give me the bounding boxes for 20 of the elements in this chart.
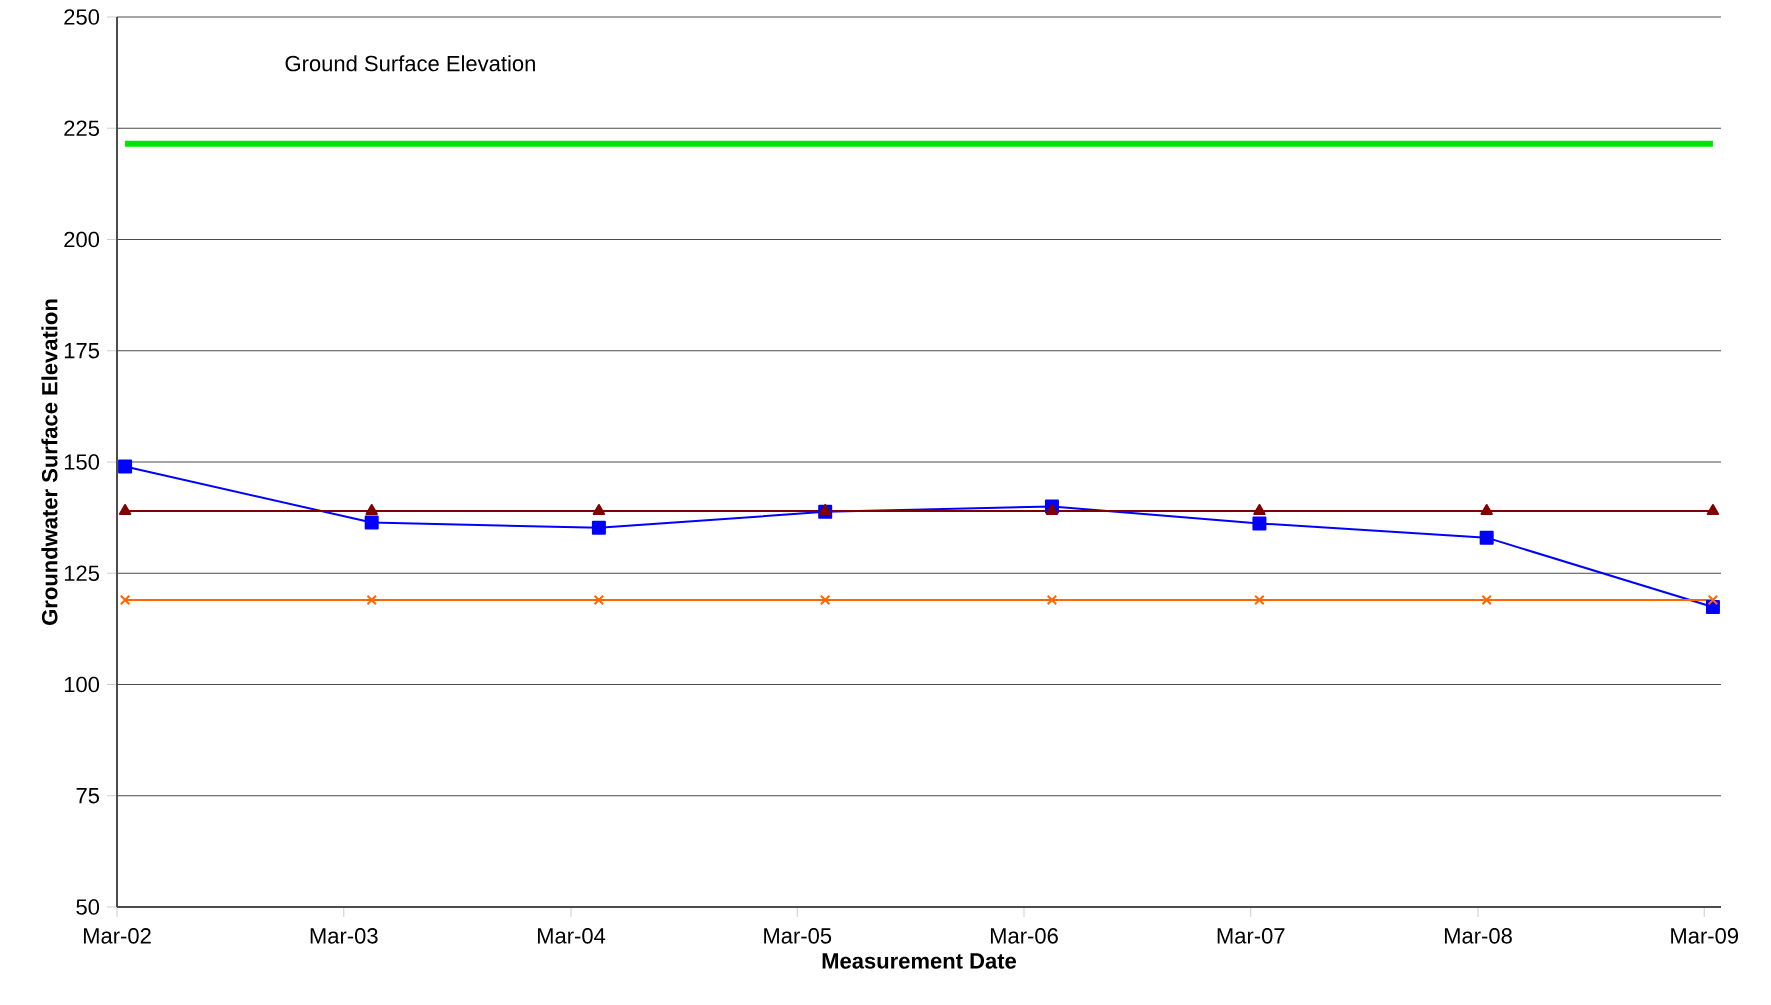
x-tick-label: Mar-05 — [764, 928, 832, 944]
y-tick-label: 150 — [64, 454, 100, 470]
x-tick-label: Mar-02 — [83, 928, 151, 944]
y-tick-label: 225 — [64, 120, 99, 137]
x-tick-label: Mar-08 — [1444, 928, 1512, 944]
y-tick-label: 50 — [76, 899, 100, 915]
y-tick-label: 100 — [64, 676, 100, 693]
x-tick-label: Mar-07 — [1217, 928, 1285, 944]
y-tick-label: 250 — [64, 9, 100, 25]
x-axis-title: Measurement Date — [822, 953, 1017, 969]
y-tick-label: 125 — [64, 565, 99, 582]
x-tick-label: Mar-09 — [1671, 928, 1739, 944]
y-tick-label: 175 — [64, 343, 99, 359]
y-tick-label: 75 — [76, 788, 99, 804]
y-tick-label: 200 — [64, 231, 100, 248]
x-tick-label: Mar-03 — [310, 928, 378, 944]
annotation: Ground Surface Elevation — [285, 55, 535, 72]
x-tick-label: Mar-04 — [538, 928, 606, 944]
y-axis-title: Groundwater Surface Elevation — [41, 299, 58, 625]
x-tick-label: Mar-06 — [990, 928, 1058, 944]
